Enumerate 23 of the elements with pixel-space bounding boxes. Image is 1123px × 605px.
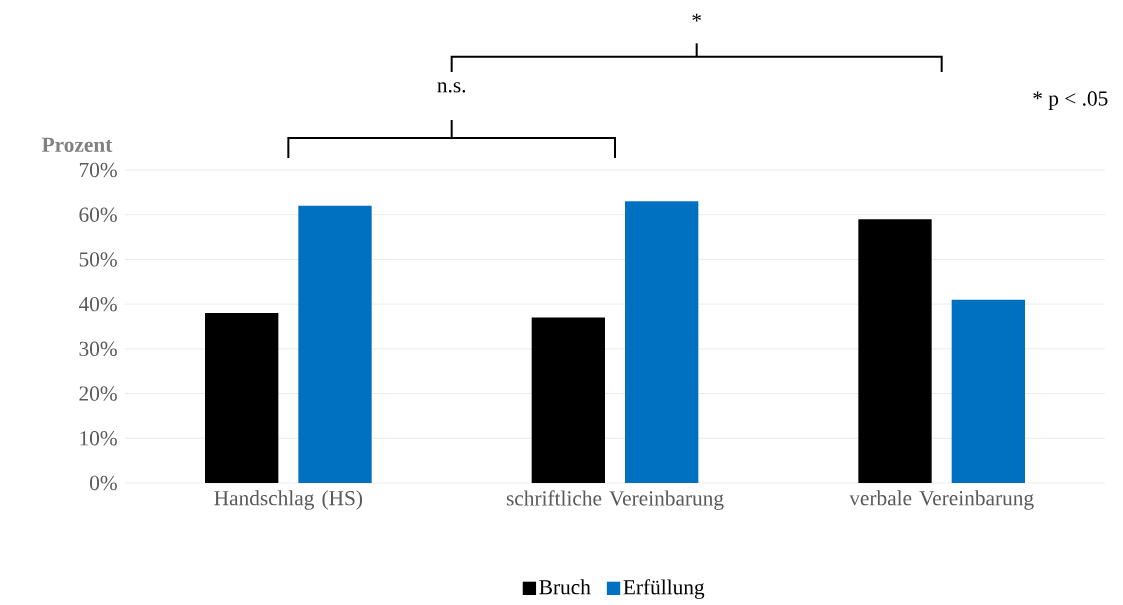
x-tick-label: Handschlag (HS) — [214, 490, 363, 510]
bar — [298, 205, 372, 483]
bar — [858, 219, 932, 483]
y-tick-label: 30% — [79, 341, 117, 357]
y-tick-label: 50% — [79, 252, 117, 267]
bar — [205, 313, 279, 483]
x-tick-label: verbale Vereinbarung — [849, 490, 1034, 510]
y-tick-label: 20% — [79, 386, 117, 401]
y-tick-label: 70% — [79, 162, 117, 178]
y-tick-label: 10% — [80, 431, 117, 446]
bar — [625, 201, 699, 483]
legend-label: Bruch — [539, 579, 591, 595]
bar — [951, 299, 1026, 483]
text: n.s. — [437, 82, 466, 93]
bar — [531, 317, 606, 483]
y-axis-title: Prozent — [41, 137, 113, 152]
x-tick-label: schriftliche Vereinbarung — [506, 490, 724, 510]
text: * — [692, 13, 701, 22]
text: * p < .05 — [1033, 91, 1108, 111]
y-tick-label: 60% — [79, 207, 117, 222]
legend-label: Erfüllung — [623, 579, 705, 599]
y-tick-label: 40% — [78, 296, 117, 312]
y-tick-label: 0% — [90, 475, 117, 491]
